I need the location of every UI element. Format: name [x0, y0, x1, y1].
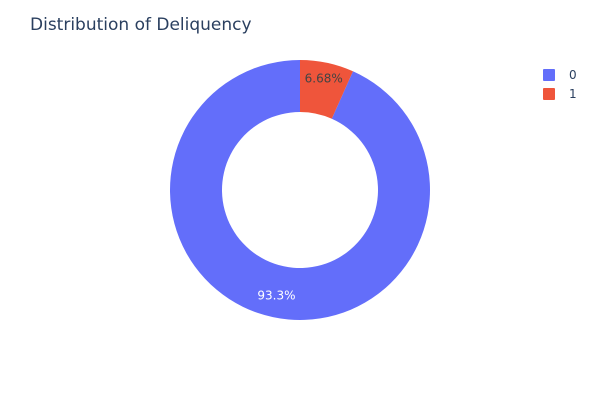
legend-label-0: 0	[569, 68, 577, 82]
donut-slice-0[interactable]	[169, 60, 430, 320]
legend[interactable]: 0 1	[543, 68, 577, 101]
legend-swatch-0	[543, 69, 555, 81]
chart-title: Distribution of Deliquency	[30, 15, 252, 35]
slice-labels: 93.3% 6.68%	[257, 72, 342, 303]
slice-label-0: 93.3%	[257, 288, 295, 302]
legend-label-1: 1	[569, 87, 577, 101]
legend-item-1[interactable]: 1	[543, 87, 577, 101]
legend-item-0[interactable]: 0	[543, 68, 577, 82]
donut-slices	[169, 60, 430, 320]
slice-label-1: 6.68%	[305, 72, 343, 86]
donut-slice-1[interactable]	[300, 60, 353, 119]
legend-swatch-1	[543, 88, 555, 100]
